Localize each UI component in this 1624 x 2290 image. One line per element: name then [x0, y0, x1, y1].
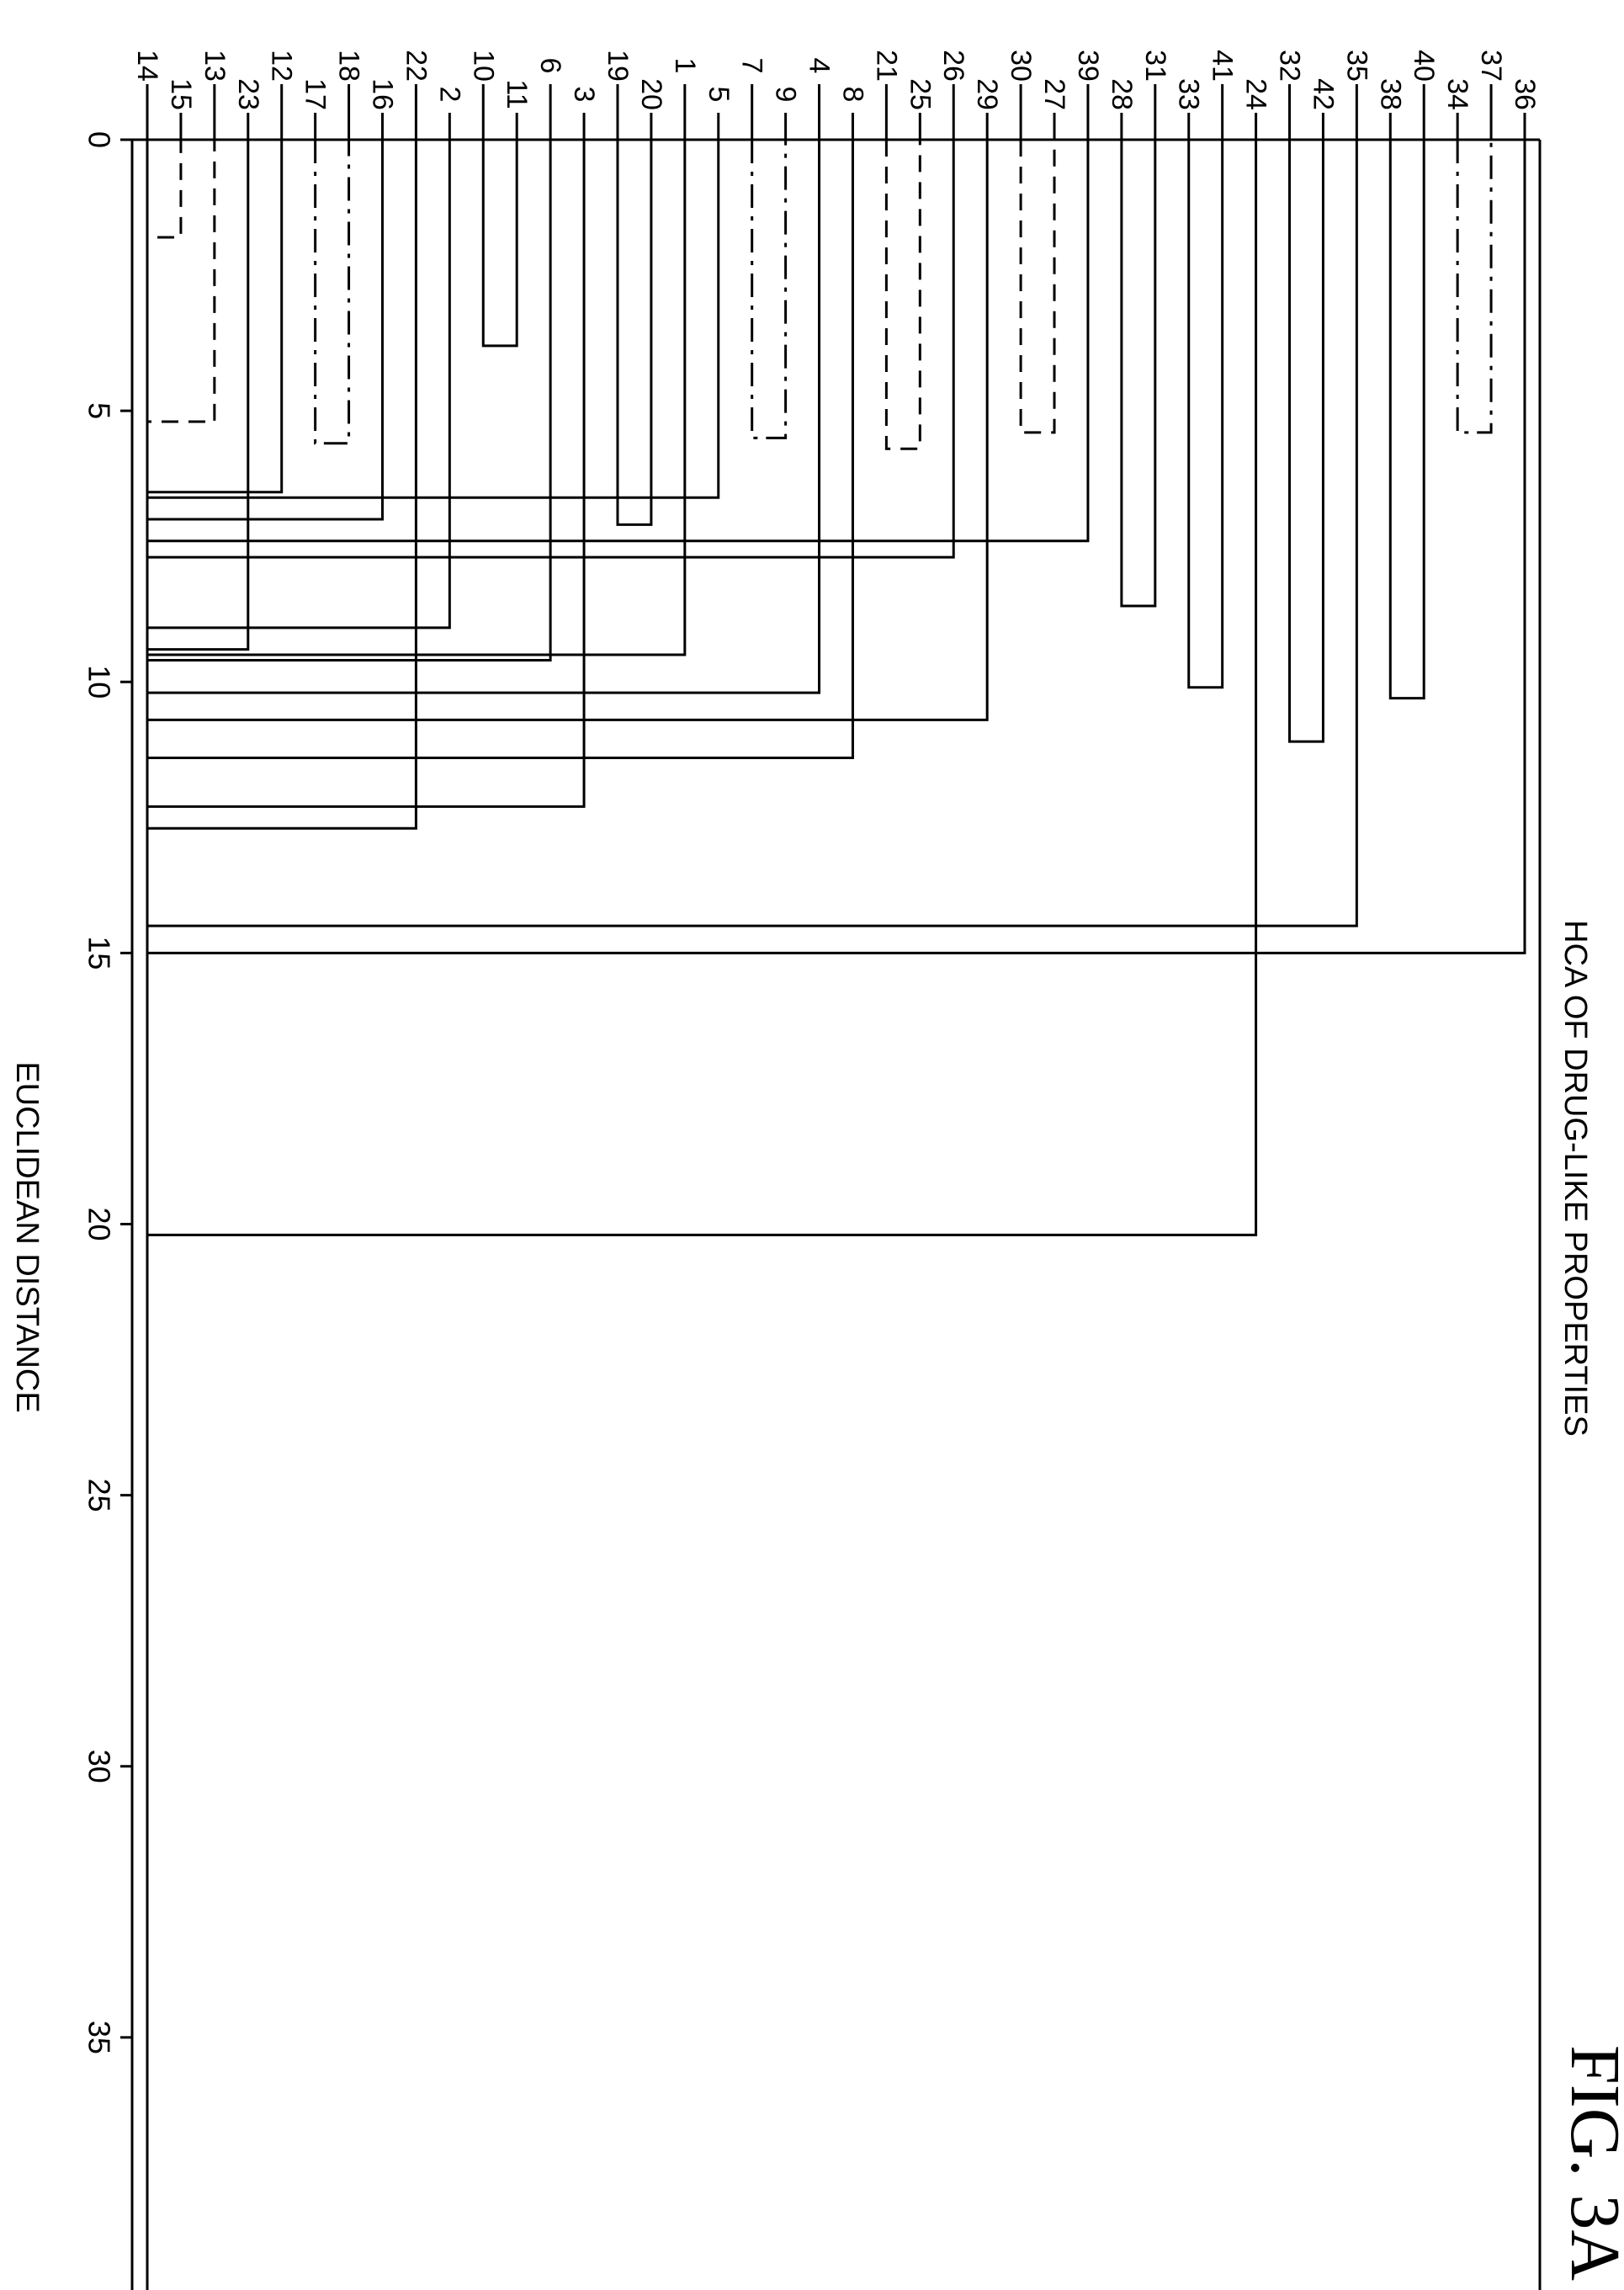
leaf-label: 24 — [1240, 78, 1272, 110]
figure-label: FIG. 3A — [1556, 2045, 1624, 2281]
tick-label: 25 — [82, 1479, 117, 1512]
merge-link — [1120, 140, 1157, 608]
merge-link — [146, 140, 1258, 1236]
leaf-label: 20 — [635, 78, 667, 110]
merge-link — [146, 140, 720, 499]
leaf-label: 2 — [433, 87, 465, 103]
leaf-label: 38 — [1374, 78, 1406, 110]
leaf-label: 13 — [199, 50, 231, 82]
merge-link — [146, 140, 384, 521]
leaf-label: 7 — [736, 58, 768, 74]
merge-link — [1388, 140, 1425, 700]
tick-label: 5 — [82, 402, 117, 419]
tick-label: 20 — [82, 1207, 117, 1241]
leaf-label: 22 — [400, 50, 432, 82]
leaf-label: 30 — [1005, 50, 1037, 82]
merge-link — [1288, 140, 1324, 743]
merge-link — [1456, 140, 1493, 434]
leaf-label: 12 — [266, 50, 298, 82]
leaf-label: 1 — [669, 58, 701, 74]
leaf-label: 28 — [1106, 78, 1138, 110]
leaf-label: 23 — [232, 78, 264, 110]
leaf-label: 8 — [836, 87, 868, 103]
leaf-label: 37 — [1475, 50, 1507, 82]
leaf-label: 19 — [602, 50, 634, 82]
leaf-label: 35 — [1340, 50, 1372, 82]
dendrogram-links — [146, 140, 1526, 2290]
leaf-label: 36 — [1509, 78, 1541, 110]
leaf-label: 39 — [1072, 50, 1104, 82]
tick-label: 0 — [82, 131, 117, 148]
leaf-label: 9 — [770, 87, 802, 103]
merge-link — [146, 140, 586, 808]
merge-link — [146, 140, 854, 759]
leaf-label: 17 — [300, 78, 332, 110]
leaf-label: 14 — [131, 50, 163, 82]
leaf-label: 26 — [937, 50, 969, 82]
tick-label: 10 — [82, 665, 117, 699]
axis-label: EUCLIDEAN DISTANCE — [9, 1061, 45, 1412]
axis-ticks: 0510152025303540 — [82, 131, 132, 2054]
tick-label: 30 — [82, 1750, 117, 1783]
leaf-label: 18 — [333, 50, 365, 82]
leaf-label: 5 — [703, 87, 735, 103]
merge-link — [146, 140, 183, 239]
merge-link — [616, 140, 653, 526]
leaf-label: 42 — [1307, 78, 1339, 110]
leaf-label: 34 — [1441, 78, 1473, 110]
tick-label: 15 — [82, 936, 117, 970]
tick-label: 35 — [82, 2021, 117, 2054]
merge-link — [146, 140, 216, 423]
leaf-label: 16 — [366, 78, 398, 110]
merge-link — [146, 140, 989, 721]
merge-link — [146, 140, 1358, 927]
leaf-label: 15 — [165, 78, 197, 110]
leaf-label: 6 — [534, 58, 566, 74]
merge-link — [751, 140, 788, 439]
merge-link — [1019, 140, 1056, 434]
leaf-label: 29 — [971, 78, 1003, 110]
merge-link — [481, 140, 518, 348]
plot-frame — [130, 138, 1542, 2290]
merge-link — [146, 140, 451, 630]
merge-link — [146, 140, 250, 651]
leaf-label: 40 — [1408, 50, 1440, 82]
leaf-label: 4 — [804, 58, 836, 74]
leaf-label: 3 — [568, 87, 600, 103]
leaf-label: 41 — [1207, 50, 1239, 82]
leaf-label: 31 — [1139, 50, 1171, 82]
merge-link — [1187, 140, 1224, 689]
leaf-label: 11 — [501, 79, 533, 109]
merge-link — [884, 140, 921, 450]
leaf-label: 32 — [1274, 50, 1306, 82]
merge-link — [314, 140, 351, 445]
leaf-label: 27 — [1038, 78, 1070, 110]
merge-link — [146, 140, 1526, 954]
leaf-labels: 1415132312171816222101163192015794821252… — [131, 50, 1541, 140]
leaf-label: 10 — [467, 50, 499, 82]
chart-title: HCA OF DRUG-LIKE PROPERTIES — [1558, 920, 1593, 1437]
merge-link — [146, 140, 552, 661]
leaf-label: 21 — [870, 50, 902, 82]
leaf-label: 25 — [904, 78, 936, 110]
leaf-label: 33 — [1173, 78, 1205, 110]
